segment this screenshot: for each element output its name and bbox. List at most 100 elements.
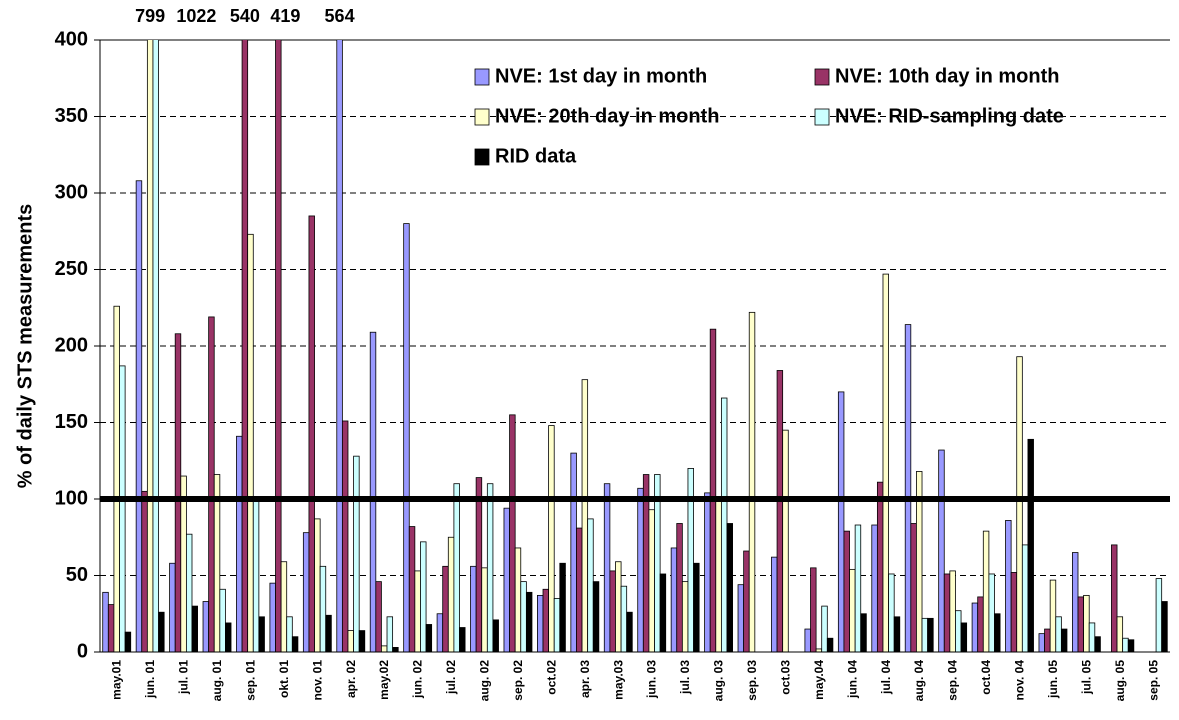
- x-tick-label: jun. 01: [143, 660, 157, 699]
- bar: [425, 624, 433, 652]
- bar: [882, 273, 889, 652]
- bar: [570, 452, 577, 652]
- bar: [319, 565, 327, 652]
- legend-swatch: [814, 108, 830, 126]
- bar: [403, 223, 410, 652]
- bar: [726, 523, 733, 652]
- bar: [949, 570, 956, 652]
- bar: [693, 562, 700, 652]
- bar: [592, 581, 600, 652]
- bar: [904, 324, 912, 652]
- bar: [994, 613, 1001, 652]
- bar: [804, 628, 811, 652]
- bar: [687, 467, 694, 652]
- bar: [1038, 633, 1045, 652]
- bar: [219, 588, 226, 652]
- bar: [1016, 356, 1023, 652]
- bar: [202, 601, 210, 652]
- x-tick-label: nov. 04: [1013, 660, 1027, 701]
- bar: [325, 614, 332, 652]
- bar: [459, 627, 466, 652]
- x-tick-label: jul. 01: [177, 660, 191, 695]
- bar: [977, 596, 984, 652]
- y-tick-label: 100: [55, 487, 88, 509]
- x-tick-label: jul. 02: [444, 660, 458, 695]
- y-tick-label: 300: [55, 181, 88, 203]
- bar: [442, 565, 449, 652]
- bar: [626, 611, 633, 652]
- x-tick-label: may.01: [110, 660, 124, 700]
- bar: [1155, 578, 1163, 652]
- bar: [910, 523, 917, 652]
- bar: [782, 429, 789, 652]
- bar: [486, 483, 494, 652]
- bar: [180, 475, 187, 652]
- legend-label: NVE: RID-sampling date: [835, 105, 1064, 127]
- data-label: 419: [270, 6, 300, 26]
- x-tick-label: jul. 05: [1079, 660, 1093, 695]
- bar: [559, 562, 566, 652]
- bar: [1127, 639, 1135, 652]
- bar: [743, 550, 750, 652]
- legend-label: RID data: [495, 145, 577, 167]
- bar: [982, 530, 990, 652]
- bar: [392, 647, 399, 652]
- bar: [609, 570, 616, 652]
- bar: [169, 562, 176, 652]
- bar: [258, 616, 265, 652]
- bar: [475, 477, 483, 652]
- bar: [347, 630, 354, 652]
- bar: [481, 567, 488, 652]
- legend-swatch: [474, 148, 490, 166]
- bar: [537, 594, 544, 652]
- bar: [302, 532, 310, 652]
- bar: [1116, 616, 1124, 652]
- bar: [174, 333, 182, 652]
- bar: [603, 483, 611, 652]
- bar: [709, 328, 717, 652]
- bar: [146, 40, 154, 652]
- bar: [107, 604, 115, 652]
- bar: [191, 605, 198, 652]
- bar: [280, 561, 288, 652]
- bar: [676, 523, 683, 652]
- bar: [453, 483, 460, 652]
- bar: [1094, 636, 1101, 652]
- bar: [576, 527, 583, 652]
- legend-swatch: [474, 68, 490, 86]
- legend-swatch: [814, 68, 830, 86]
- bar: [113, 305, 120, 652]
- bar: [514, 547, 522, 652]
- bar: [955, 610, 962, 652]
- bar: [470, 565, 477, 652]
- x-tick-label: aug. 03: [712, 660, 726, 702]
- bar: [938, 449, 945, 652]
- bar: [1088, 622, 1096, 652]
- bar: [185, 533, 193, 652]
- bar: [247, 233, 254, 652]
- x-tick-label: may.03: [611, 660, 625, 700]
- bar: [252, 498, 260, 652]
- bar: [1055, 616, 1062, 652]
- legend-label: NVE: 10th day in month: [835, 65, 1059, 87]
- data-label: 799: [135, 6, 165, 26]
- bar: [241, 40, 249, 652]
- bar: [509, 414, 516, 652]
- bar: [1044, 628, 1051, 652]
- x-tick-label: oct.02: [544, 660, 558, 695]
- x-tick-label: jul. 03: [678, 660, 692, 695]
- y-tick-label: 200: [55, 334, 88, 356]
- bar: [670, 547, 678, 652]
- bar: [587, 518, 594, 652]
- legend-label: NVE: 1st day in month: [495, 65, 707, 87]
- legend-label: NVE: 20th day in month: [495, 105, 719, 127]
- bar: [291, 636, 299, 652]
- bar: [275, 40, 282, 652]
- bar: [369, 331, 377, 652]
- bar: [414, 570, 421, 652]
- x-tick-label: okt. 01: [277, 660, 291, 698]
- x-tick-label: aug. 05: [1113, 660, 1127, 702]
- bar: [520, 581, 527, 652]
- bar: [771, 556, 778, 652]
- bar: [871, 524, 878, 652]
